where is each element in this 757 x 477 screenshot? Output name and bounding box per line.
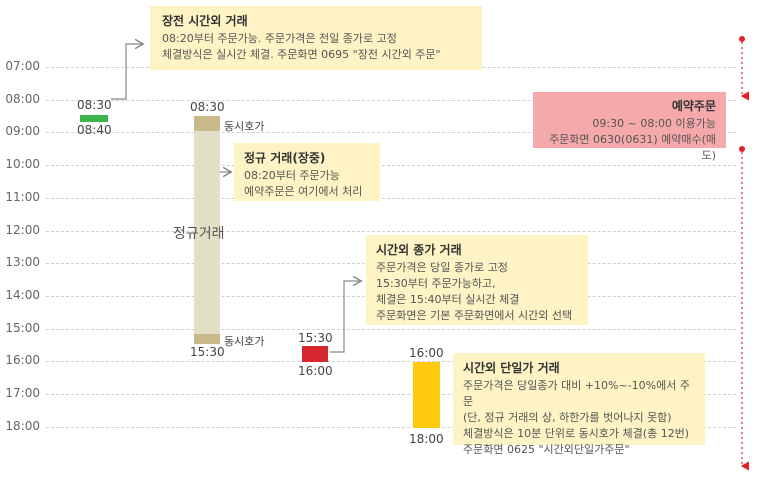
regular-end-label: 15:30 [190, 345, 225, 359]
reservation-line-2: 주문화면 0630(0631) 예약매수(매도) [549, 133, 716, 162]
regular-title: 정규 거래(장중) [244, 151, 326, 165]
regular-auction-close-label: 동시호가 [224, 335, 265, 348]
time-gridline [46, 231, 736, 232]
time-gridline [46, 100, 736, 101]
pre-market-line-2: 체결방식은 실시간 체결. 주문화면 0695 "장전 시간외 주문" [162, 48, 441, 61]
closing-price-start-label: 15:30 [298, 331, 333, 345]
single-price-line-4: 주문화면 0625 "시간외단일가주문" [463, 443, 630, 456]
single-price-line-3: 체결방식은 10분 단위로 동시호가 체결(총 12번) [463, 427, 690, 440]
closing-price-line-4: 주문화면은 기본 주문화면에서 시간외 선택 [376, 309, 573, 322]
single-price-start-label: 16:00 [409, 346, 444, 360]
time-tick: 14:00 [5, 288, 40, 302]
pre-market-info-box: 장전 시간외 거래 08:20부터 주문가능. 주문가격은 전일 종가로 고정 … [150, 6, 482, 70]
time-tick: 17:00 [5, 386, 40, 400]
single-price-title: 시간외 단일가 거래 [463, 361, 560, 375]
time-gridline [46, 132, 736, 133]
time-gridline [46, 329, 736, 330]
single-price-end-label: 18:00 [409, 432, 444, 446]
pre-market-start-label: 08:30 [77, 98, 112, 112]
regular-auction-open [194, 116, 220, 131]
pre-market-bar [80, 115, 108, 122]
closing-price-line-2: 15:30부터 주문가능하고, [376, 277, 496, 290]
regular-auction-open-label: 동시호가 [224, 120, 265, 133]
reservation-dot-top [739, 36, 745, 42]
time-tick: 13:00 [5, 255, 40, 269]
pre-market-title: 장전 시간외 거래 [162, 14, 248, 28]
single-price-bar [413, 362, 440, 428]
time-gridline [46, 198, 736, 199]
time-tick: 10:00 [5, 157, 40, 171]
regular-auction-close [194, 334, 220, 344]
regular-line-2: 예약주문은 여기에서 처리 [244, 185, 363, 198]
closing-price-line-3: 체결은 15:40부터 실시간 체결 [376, 293, 520, 306]
time-gridline [46, 427, 736, 428]
time-tick: 11:00 [5, 190, 40, 204]
time-tick: 09:00 [5, 124, 40, 138]
time-gridline [46, 361, 736, 362]
closing-connector [330, 281, 360, 353]
single-price-line-2: (단, 정규 거래의 상, 하한가를 벗어나지 못함) [463, 411, 672, 424]
regular-line-1: 08:20부터 주문가능 [244, 169, 340, 182]
regular-info-box: 정규 거래(장중) 08:20부터 주문가능 예약주문은 여기에서 처리 [234, 143, 380, 201]
time-tick: 18:00 [5, 419, 40, 433]
time-tick: 12:00 [5, 223, 40, 237]
time-gridline [46, 165, 736, 166]
time-tick: 07:00 [5, 59, 40, 73]
pre-market-connector [111, 44, 142, 100]
time-tick: 16:00 [5, 353, 40, 367]
time-tick: 08:00 [5, 92, 40, 106]
reservation-title: 예약주문 [671, 99, 716, 113]
regular-bar [194, 116, 220, 344]
reservation-line-1: 09:30 ~ 08:00 이용가능 [592, 117, 716, 130]
reservation-dot-bottom [739, 146, 745, 152]
pre-market-end-label: 08:40 [77, 123, 112, 137]
single-price-info-box: 시간외 단일가 거래 주문가격은 당일종가 대비 +10%~-10%에서 주문 … [453, 353, 705, 456]
closing-price-info-box: 시간외 종가 거래 주문가격은 당일 종가로 고정 15:30부터 주문가능하고… [366, 235, 588, 325]
closing-price-line-1: 주문가격은 당일 종가로 고정 [376, 261, 508, 274]
closing-price-bar [302, 346, 328, 362]
time-gridline [46, 394, 736, 395]
regular-start-label: 08:30 [190, 100, 225, 114]
single-price-line-1: 주문가격은 당일종가 대비 +10%~-10%에서 주문 [463, 379, 690, 408]
reservation-info-box: 예약주문 09:30 ~ 08:00 이용가능 주문화면 0630(0631) … [533, 92, 726, 162]
closing-price-end-label: 16:00 [298, 364, 333, 378]
time-tick: 15:00 [5, 321, 40, 335]
pre-market-line-1: 08:20부터 주문가능. 주문가격은 전일 종가로 고정 [162, 32, 397, 45]
closing-price-title: 시간외 종가 거래 [376, 243, 462, 257]
regular-bar-label: 정규거래 [173, 226, 225, 242]
